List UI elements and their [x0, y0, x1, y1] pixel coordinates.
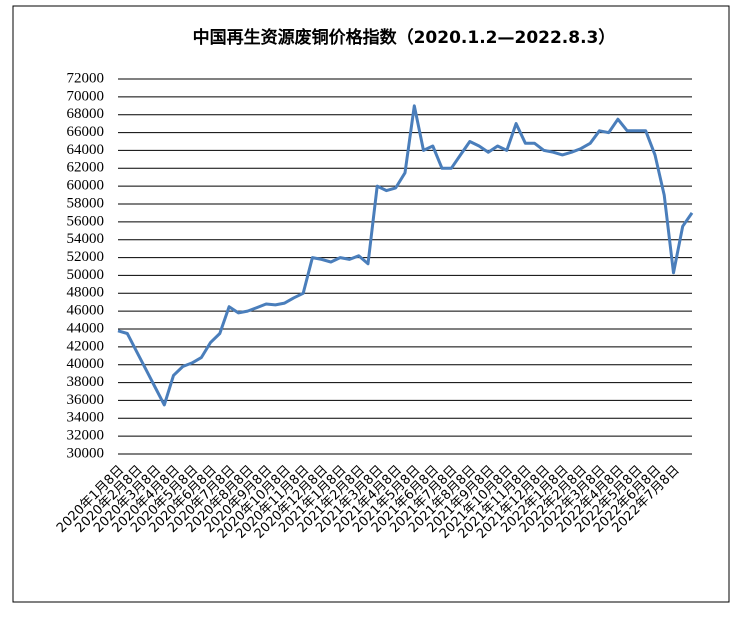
y-tick-label: 60000 — [67, 178, 105, 194]
y-tick-label: 58000 — [67, 195, 105, 211]
y-tick-label: 66000 — [67, 124, 105, 140]
y-tick-label: 64000 — [67, 142, 105, 158]
y-tick-label: 70000 — [67, 88, 105, 104]
y-tick-label: 38000 — [67, 374, 105, 390]
y-tick-label: 42000 — [67, 338, 105, 354]
y-tick-label: 56000 — [67, 213, 105, 229]
y-tick-label: 52000 — [67, 249, 105, 265]
y-tick-label: 32000 — [67, 428, 105, 444]
chart-frame — [12, 5, 730, 603]
y-tick-label: 50000 — [67, 267, 105, 283]
data-line — [117, 104, 694, 407]
y-tick-label: 54000 — [67, 231, 105, 247]
y-tick-label: 72000 — [67, 70, 105, 86]
chart-title: 中国再生资源废铜价格指数（2020.1.2—2022.8.3） — [193, 27, 616, 48]
y-tick-label: 36000 — [67, 392, 105, 408]
y-tick-label: 46000 — [67, 303, 105, 319]
y-tick-label: 62000 — [67, 160, 105, 176]
y-tick-label: 48000 — [67, 285, 105, 301]
y-tick-label: 40000 — [67, 356, 105, 372]
y-tick-label: 68000 — [67, 106, 105, 122]
y-tick-label: 30000 — [67, 445, 105, 461]
y-tick-label: 34000 — [67, 410, 105, 426]
y-tick-label: 44000 — [67, 320, 105, 336]
